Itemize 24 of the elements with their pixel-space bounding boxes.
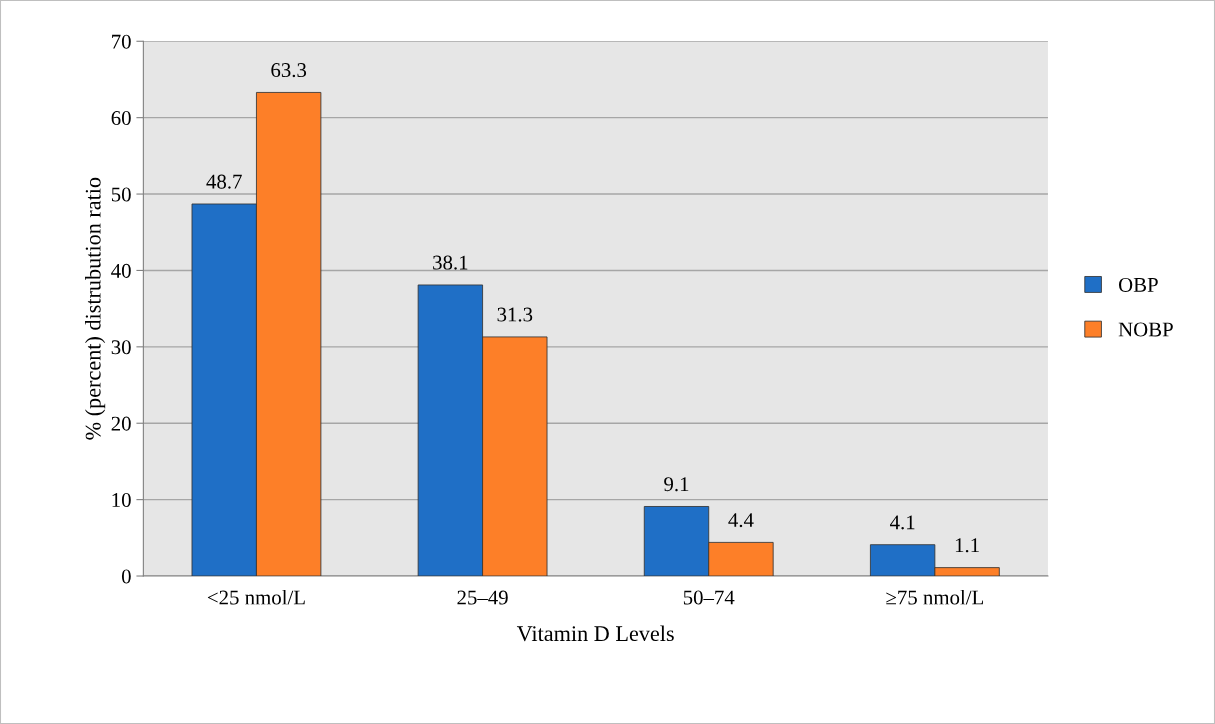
data-label: 48.7 bbox=[206, 174, 242, 189]
data-label: 63.3 bbox=[271, 63, 307, 78]
y-tick-label: 20 bbox=[111, 416, 131, 431]
data-label: 9.1 bbox=[664, 477, 689, 492]
x-tick-label: 50–74 bbox=[683, 590, 735, 605]
y-tick-label: 30 bbox=[111, 340, 131, 355]
y-tick-label: 10 bbox=[112, 493, 131, 508]
x-tick-label: 25–49 bbox=[457, 590, 508, 605]
y-tick-label: 50 bbox=[111, 187, 131, 202]
y-axis-title: % (percent) distrubution ratio bbox=[85, 177, 106, 440]
y-tick-label: 60 bbox=[111, 111, 131, 126]
x-tick-label: ≥75 nmol/L bbox=[886, 589, 984, 605]
y-tick-label: 0 bbox=[121, 569, 131, 584]
y-tick-label: 70 bbox=[112, 34, 131, 49]
data-label: 4.4 bbox=[728, 513, 754, 528]
data-label: 1.1 bbox=[955, 538, 979, 553]
data-label: 38.1 bbox=[433, 255, 468, 270]
y-tick-label: 40 bbox=[111, 263, 131, 278]
x-axis-title: Vitamin D Levels bbox=[516, 625, 674, 642]
legend-label: NOBP bbox=[1118, 322, 1173, 337]
data-label: 31.3 bbox=[497, 307, 533, 322]
data-label: 4.1 bbox=[890, 515, 915, 530]
x-tick-label: <25 nmol/L bbox=[207, 589, 305, 605]
legend-label: OBP bbox=[1118, 277, 1158, 292]
